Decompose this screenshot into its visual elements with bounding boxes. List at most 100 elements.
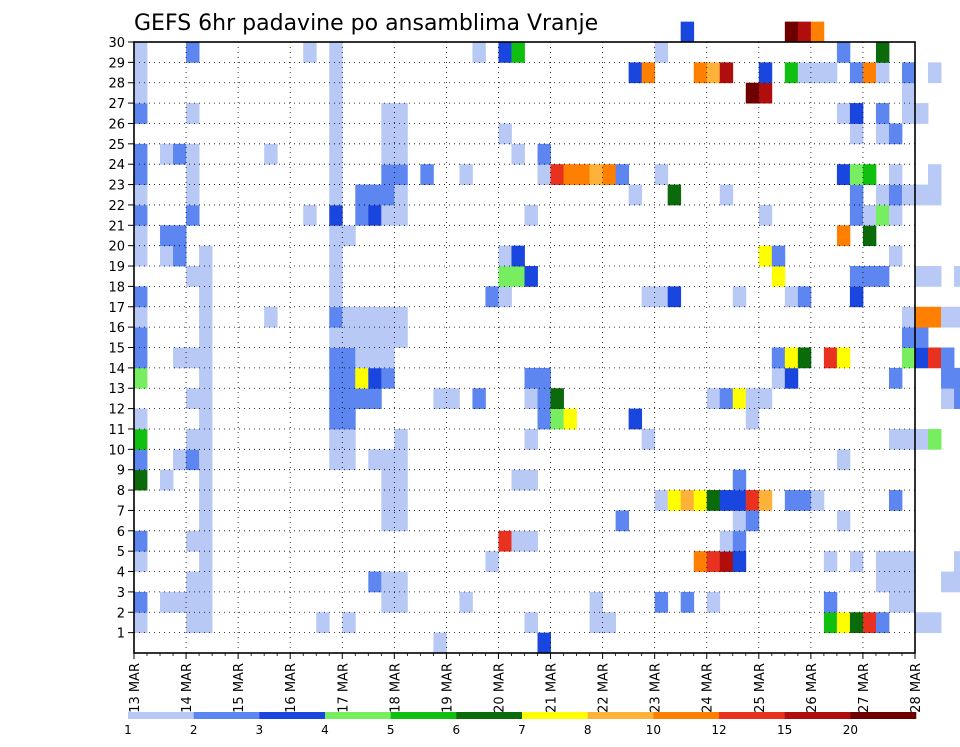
- heatmap-cell: [901, 327, 916, 348]
- heatmap-cell: [524, 388, 538, 409]
- heatmap-cell: [928, 612, 942, 634]
- heatmap-cell: [329, 42, 343, 63]
- heatmap-cell: [329, 428, 343, 450]
- heatmap-cell: [329, 327, 343, 348]
- heatmap-cell: [954, 306, 960, 328]
- heatmap-cell: [160, 591, 174, 613]
- heatmap-cell: [264, 143, 278, 165]
- heatmap-cell: [498, 245, 512, 267]
- heatmap-cell: [342, 225, 356, 247]
- heatmap-cell: [602, 612, 617, 634]
- heatmap-cell: [511, 245, 525, 267]
- heatmap-cell: [550, 408, 564, 430]
- heatmap-cell: [537, 143, 551, 165]
- x-tick-label: 14 MAR: [180, 663, 195, 713]
- heatmap-cell: [836, 225, 851, 247]
- heatmap-cell: [524, 204, 538, 226]
- heatmap-cell: [563, 408, 577, 430]
- heatmap-cell: [719, 530, 734, 552]
- heatmap-cell: [342, 428, 356, 450]
- heatmap-cell: [875, 571, 890, 593]
- heatmap-cell: [667, 184, 682, 206]
- heatmap-cell: [862, 204, 877, 226]
- heatmap-cell: [719, 490, 734, 511]
- heatmap-cell: [706, 490, 721, 511]
- heatmap-cell: [758, 490, 773, 511]
- heatmap-cell: [901, 82, 916, 104]
- heatmap-cell: [459, 164, 473, 185]
- heatmap-cell: [901, 551, 916, 572]
- colorbar-swatch: [587, 712, 654, 719]
- heatmap-cell: [875, 123, 890, 145]
- heatmap-cell: [823, 62, 838, 84]
- heatmap-cell: [186, 591, 200, 613]
- heatmap-cell: [342, 306, 356, 328]
- heatmap-cell: [875, 42, 890, 63]
- heatmap-cell: [628, 184, 643, 206]
- heatmap-cell: [368, 306, 382, 328]
- heatmap-cell: [823, 551, 838, 572]
- x-tick-label: 28 MAR: [909, 663, 924, 713]
- colorbar-swatch: [522, 712, 588, 719]
- heatmap-cell: [537, 388, 551, 409]
- heatmap-cell: [941, 571, 955, 593]
- y-tick-label: 27: [108, 97, 125, 112]
- heatmap-cell: [823, 612, 838, 634]
- y-tick-label: 10: [108, 443, 125, 458]
- y-tick-label: 28: [108, 77, 125, 92]
- heatmap-cell: [706, 62, 721, 84]
- heatmap-cell: [381, 184, 395, 206]
- heatmap-cell: [134, 62, 148, 84]
- chart-title: GEFS 6hr padavine po ansamblima Vranje: [134, 11, 598, 36]
- heatmap-cell: [381, 204, 395, 226]
- heatmap-cell: [888, 123, 903, 145]
- heatmap-cell: [173, 225, 187, 247]
- colorbar-label: 20: [843, 723, 858, 737]
- heatmap-cell: [784, 286, 799, 308]
- heatmap-cell: [342, 408, 356, 430]
- heatmap-cell: [954, 266, 960, 287]
- heatmap-cell: [368, 571, 382, 593]
- colorbar-label: 6: [453, 723, 461, 737]
- heatmap-cell: [134, 469, 148, 491]
- y-tick-label: 20: [108, 240, 125, 255]
- heatmap-cell: [381, 449, 395, 471]
- heatmap-cell: [836, 103, 851, 124]
- heatmap-cell: [563, 164, 577, 185]
- heatmap-cell: [784, 490, 799, 511]
- heatmap-cell: [511, 143, 525, 165]
- colorbar-swatch: [390, 712, 457, 719]
- colorbar-label: 10: [646, 723, 661, 737]
- heatmap-cell: [941, 388, 955, 409]
- colorbar-swatch: [456, 712, 523, 719]
- x-tick-label: 20 MAR: [492, 663, 507, 713]
- heatmap-cell: [329, 103, 343, 124]
- heatmap-cell: [732, 530, 747, 552]
- heatmap-cell: [186, 347, 200, 369]
- y-tick-label: 23: [108, 179, 125, 194]
- heatmap-cell: [381, 469, 395, 491]
- heatmap-cell: [641, 286, 656, 308]
- colorbar-label: 15: [777, 723, 792, 737]
- colorbar-swatch: [784, 712, 851, 719]
- heatmap-cell: [199, 551, 213, 572]
- heatmap-cell: [199, 388, 213, 409]
- heatmap-cell: [433, 632, 447, 654]
- heatmap-cell: [394, 571, 408, 593]
- y-tick-label: 22: [108, 199, 125, 214]
- heatmap-cell: [511, 469, 525, 491]
- heatmap-cell: [706, 591, 721, 613]
- heatmap-cell: [915, 103, 929, 124]
- heatmap-cell: [915, 327, 929, 348]
- heatmap-cell: [524, 367, 538, 389]
- heatmap-cell: [134, 428, 148, 450]
- y-tick-label: 24: [108, 158, 125, 173]
- heatmap-cell: [954, 367, 960, 389]
- heatmap-cell: [134, 367, 148, 389]
- heatmap-cell: [954, 388, 960, 409]
- heatmap-cell: [134, 306, 148, 328]
- heatmap-cell: [901, 591, 916, 613]
- heatmap-cell: [394, 510, 408, 532]
- colorbar-label: 7: [518, 723, 526, 737]
- y-tick-label: 13: [108, 382, 125, 397]
